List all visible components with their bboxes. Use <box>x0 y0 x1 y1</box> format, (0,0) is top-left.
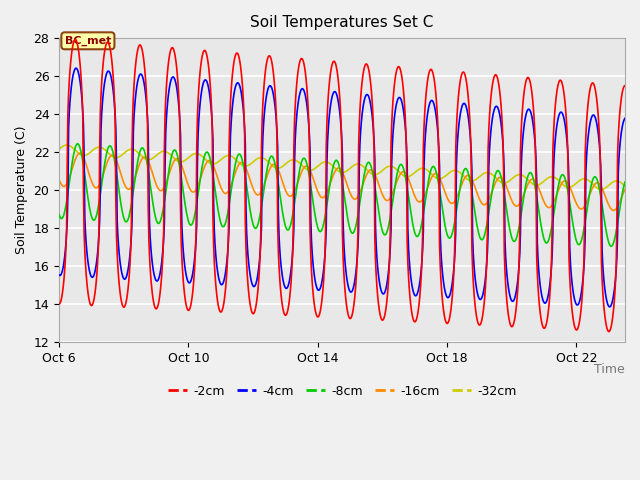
Y-axis label: Soil Temperature (C): Soil Temperature (C) <box>15 126 28 254</box>
Text: Time: Time <box>595 363 625 376</box>
Text: BC_met: BC_met <box>65 36 111 46</box>
Legend: -2cm, -4cm, -8cm, -16cm, -32cm: -2cm, -4cm, -8cm, -16cm, -32cm <box>163 380 521 403</box>
Title: Soil Temperatures Set C: Soil Temperatures Set C <box>250 15 434 30</box>
